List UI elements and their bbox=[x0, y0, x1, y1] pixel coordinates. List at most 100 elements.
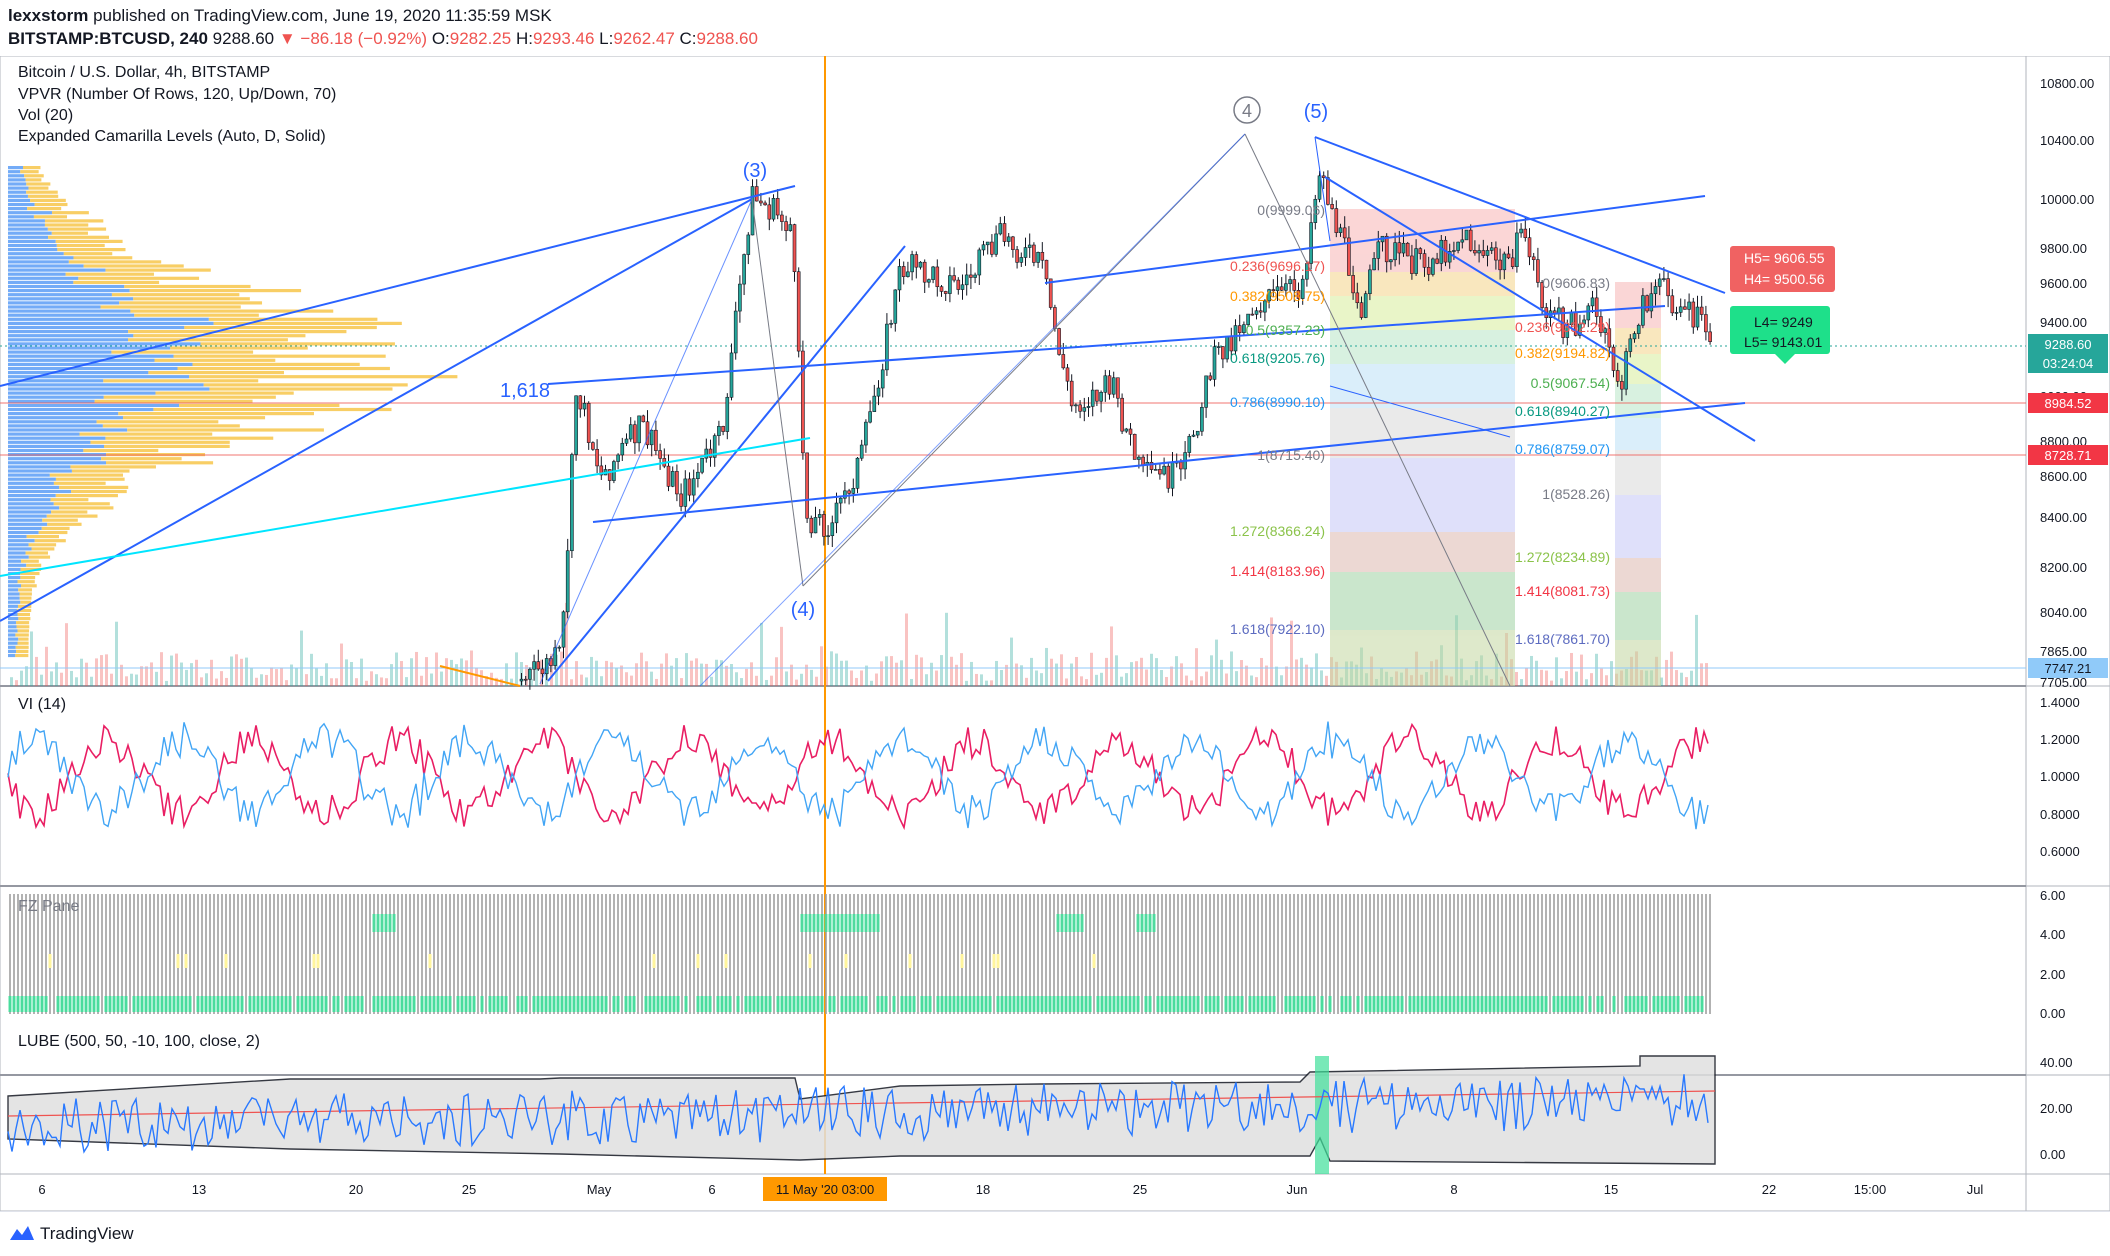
svg-text:0.236(9696.17): 0.236(9696.17) bbox=[1230, 258, 1325, 274]
symbol-line: BITSTAMP:BTCUSD, 240 9288.60 ▼ −86.18 (−… bbox=[8, 29, 758, 49]
high-value: 9293.46 bbox=[532, 29, 595, 48]
wave-label-circle-4: 4 bbox=[1242, 101, 1252, 121]
vi-tick: 1.2000 bbox=[2040, 732, 2080, 747]
lube-tick: 20.00 bbox=[2040, 1101, 2073, 1116]
low-label: L: bbox=[599, 29, 614, 48]
svg-text:0(9999.06): 0(9999.06) bbox=[1257, 202, 1325, 218]
camarilla-h4: H4= 9500.56 bbox=[1744, 271, 1825, 287]
pane-fz-title[interactable]: FZ Pane bbox=[18, 898, 80, 915]
brand-name[interactable]: TradingView bbox=[40, 1224, 134, 1243]
price-tick: 9800.00 bbox=[2040, 241, 2087, 256]
price-tick: 10000.00 bbox=[2040, 192, 2094, 207]
time-tick: 8 bbox=[1450, 1182, 1457, 1197]
time-tick: Jul bbox=[1967, 1182, 1984, 1197]
indicator-vpvr[interactable]: VPVR (Number Of Rows, 120, Up/Down, 70) bbox=[18, 86, 337, 103]
high-label: H: bbox=[515, 29, 533, 48]
svg-text:0.236(9352.29): 0.236(9352.29) bbox=[1515, 319, 1610, 335]
publish-line: lexxstorm published on TradingView.com, … bbox=[8, 6, 552, 26]
close-label: C: bbox=[679, 29, 697, 48]
time-tick: 15:00 bbox=[1854, 1182, 1887, 1197]
trend-lines[interactable] bbox=[0, 133, 1756, 687]
time-tick: 22 bbox=[1762, 1182, 1776, 1197]
vi-tick: 0.6000 bbox=[2040, 844, 2080, 859]
fib-right-labels: 0(9606.83) 0.236(9352.29) 0.382(9194.82)… bbox=[1515, 275, 1610, 647]
fz-tick: 6.00 bbox=[2040, 888, 2065, 903]
lube-tick: 0.00 bbox=[2040, 1147, 2065, 1162]
svg-text:0.618(9205.76): 0.618(9205.76) bbox=[1230, 350, 1325, 366]
footer: TradingView bbox=[0, 1211, 2110, 1256]
low-value: 9262.47 bbox=[613, 29, 675, 48]
time-axis[interactable]: 6 13 20 25 May 6 11 May '20 03:00 18 25 Jun 8 15 22 1… bbox=[38, 1177, 1983, 1201]
candlestick-series bbox=[519, 170, 1712, 690]
lube-axis: 40.00 20.00 0.00 bbox=[2040, 1055, 2073, 1162]
lube-indicator bbox=[7, 1055, 1716, 1174]
fz-tick: 4.00 bbox=[2040, 927, 2065, 942]
svg-text:0.382(9508.75): 0.382(9508.75) bbox=[1230, 288, 1325, 304]
wave-label-3: (3) bbox=[743, 160, 767, 182]
svg-text:0.5(9357.23): 0.5(9357.23) bbox=[1246, 322, 1325, 338]
price-tick: 8040.00 bbox=[2040, 605, 2087, 620]
author-name[interactable]: lexxstorm bbox=[8, 6, 89, 25]
vi-tick: 1.0000 bbox=[2040, 769, 2080, 784]
fz-tick: 0.00 bbox=[2040, 1006, 2065, 1021]
published-text: published on TradingView.com, June 19, 2… bbox=[93, 6, 552, 25]
indicator-camarilla[interactable]: Expanded Camarilla Levels (Auto, D, Soli… bbox=[18, 128, 326, 145]
price-tick: 7865.00 bbox=[2040, 644, 2087, 659]
symbol-name[interactable]: BITSTAMP:BTCUSD, 240 bbox=[8, 29, 208, 48]
open-value: 9282.25 bbox=[449, 29, 512, 48]
price-tick: 8200.00 bbox=[2040, 560, 2087, 575]
fib-retracement-right[interactable] bbox=[1615, 282, 1661, 686]
svg-text:0.5(9067.54): 0.5(9067.54) bbox=[1531, 375, 1610, 391]
price-tick: 8600.00 bbox=[2040, 469, 2087, 484]
level-badge-3: 7747.21 bbox=[2045, 661, 2092, 676]
level-badge-2: 8728.71 bbox=[2045, 448, 2092, 463]
time-tick: May bbox=[587, 1182, 612, 1197]
last-price: 9288.60 bbox=[212, 29, 275, 48]
time-tick: 13 bbox=[192, 1182, 206, 1197]
svg-text:1(8715.40): 1(8715.40) bbox=[1257, 447, 1325, 463]
svg-text:0.618(8940.27): 0.618(8940.27) bbox=[1515, 403, 1610, 419]
fz-axis: 6.00 4.00 2.00 0.00 bbox=[2040, 888, 2065, 1021]
svg-text:0.382(9194.82): 0.382(9194.82) bbox=[1515, 345, 1610, 361]
vortex-indicator bbox=[7, 721, 1709, 831]
volume-profile bbox=[8, 166, 458, 658]
indicator-vol[interactable]: Vol (20) bbox=[18, 107, 74, 124]
publish-bar: lexxstorm published on TradingView.com, … bbox=[0, 0, 2110, 56]
price-tick: 7705.00 bbox=[2040, 675, 2087, 690]
time-tick: 20 bbox=[349, 1182, 363, 1197]
time-tick: 6 bbox=[38, 1182, 45, 1197]
time-tick: 18 bbox=[976, 1182, 990, 1197]
svg-text:1(8528.26): 1(8528.26) bbox=[1542, 486, 1610, 502]
camarilla-levels: H5= 9606.55 H4= 9500.56 L4= 9249 L5= 914… bbox=[1730, 246, 1835, 364]
svg-text:0.786(8990.10): 0.786(8990.10) bbox=[1230, 394, 1325, 410]
chart-area[interactable]: (3) (4) (5) 4 1,618 0(9999.06) 0.236(969… bbox=[0, 55, 2110, 1212]
tradingview-logo-icon[interactable] bbox=[8, 1224, 36, 1242]
lube-tick: 40.00 bbox=[2040, 1055, 2073, 1070]
price-tick: 10400.00 bbox=[2040, 133, 2094, 148]
last-price-badge: 9288.60 bbox=[2045, 337, 2092, 352]
fib-extension-label: 1,618 bbox=[500, 380, 550, 402]
price-change: −86.18 (−0.92%) bbox=[300, 29, 428, 48]
fib-retracement-left[interactable] bbox=[1330, 209, 1515, 686]
time-tick: 25 bbox=[462, 1182, 476, 1197]
close-value: 9288.60 bbox=[696, 29, 758, 48]
down-arrow-icon: ▼ bbox=[278, 29, 296, 48]
svg-text:1.414(8081.73): 1.414(8081.73) bbox=[1515, 583, 1610, 599]
time-tick: 15 bbox=[1604, 1182, 1618, 1197]
price-axis[interactable]: 10800.00 10400.00 10000.00 9800.00 9600.00 94… bbox=[2040, 76, 2094, 690]
wave-circle-4-icon bbox=[1233, 96, 1261, 124]
wave-label-4: (4) bbox=[791, 599, 815, 621]
time-tick-highlight: 11 May '20 03:00 bbox=[776, 1182, 874, 1197]
wave-label-5: (5) bbox=[1304, 101, 1328, 123]
chart-title[interactable]: Bitcoin / U.S. Dollar, 4h, BITSTAMP bbox=[18, 64, 271, 81]
pane-lube-title[interactable]: LUBE (500, 50, -10, 100, close, 2) bbox=[18, 1033, 260, 1050]
price-badges: 9288.60 03:24:04 8984.52 8728.71 7747.21 bbox=[2028, 334, 2108, 678]
fz-tick: 2.00 bbox=[2040, 967, 2065, 982]
price-tick: 8400.00 bbox=[2040, 510, 2087, 525]
camarilla-h5: H5= 9606.55 bbox=[1744, 250, 1825, 266]
svg-text:1.272(8234.89): 1.272(8234.89) bbox=[1515, 549, 1610, 565]
camarilla-l4: L4= 9249 bbox=[1754, 314, 1813, 330]
vi-axis: 1.4000 1.2000 1.0000 0.8000 0.6000 bbox=[2040, 695, 2080, 859]
vi-tick: 1.4000 bbox=[2040, 695, 2080, 710]
pane-vi-title[interactable]: VI (14) bbox=[18, 696, 67, 713]
